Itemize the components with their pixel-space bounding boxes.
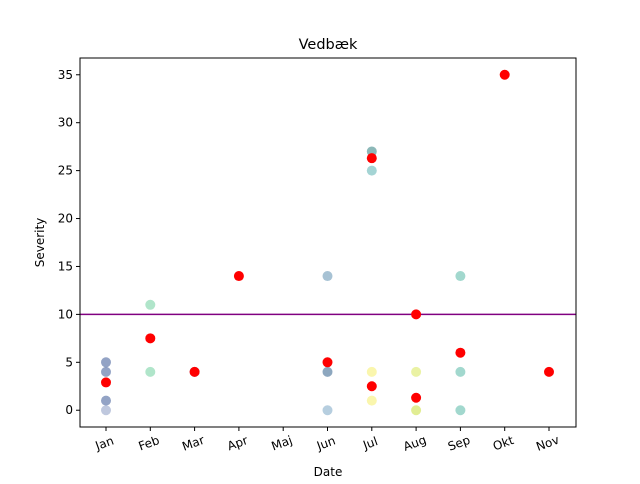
data-point <box>366 395 377 406</box>
x-tick-label: Mar <box>180 433 206 454</box>
y-tick-label: 20 <box>58 212 73 226</box>
data-point <box>322 366 333 377</box>
mean-point <box>544 366 554 377</box>
x-tick-label: Aug <box>401 433 428 454</box>
y-axis: 0 5 10 15 20 25 30 35 <box>58 68 80 417</box>
x-tick-label: Jan <box>93 433 116 453</box>
data-point <box>366 165 377 176</box>
y-tick-label: 25 <box>58 164 73 178</box>
x-tick-label: Apr <box>225 433 249 453</box>
x-tick-label: Okt <box>491 433 516 453</box>
data-point <box>455 271 466 282</box>
mean-point <box>366 381 377 392</box>
x-tick-label: Jul <box>360 434 379 452</box>
data-point <box>145 366 156 377</box>
data-point <box>366 366 377 377</box>
y-axis-label: Severity <box>33 218 47 268</box>
y-tick-label: 5 <box>65 355 73 369</box>
plot-area <box>80 69 576 416</box>
data-point <box>145 299 156 310</box>
y-tick-label: 30 <box>58 116 73 130</box>
chart-title: Vedbæk <box>299 37 358 53</box>
y-tick-label: 10 <box>58 307 73 321</box>
mean-point <box>189 366 200 377</box>
data-point <box>455 405 466 416</box>
y-tick-label: 0 <box>65 403 73 417</box>
mean-point <box>145 333 156 344</box>
data-point <box>101 395 111 406</box>
x-axis: Jan Feb Mar Apr Maj Jun Jul Aug Sep Okt Nov <box>93 427 561 454</box>
x-tick-label: Feb <box>137 433 162 453</box>
x-axis-label: Date <box>314 465 343 479</box>
y-tick-label: 35 <box>58 68 73 82</box>
data-point <box>411 405 422 416</box>
data-point <box>101 366 111 377</box>
mean-point <box>455 347 466 358</box>
x-tick-label: Sep <box>446 433 472 454</box>
mean-point <box>411 309 422 320</box>
x-tick-label: Jun <box>314 433 337 453</box>
mean-point <box>411 392 422 403</box>
mean-point <box>322 357 333 368</box>
data-point <box>411 366 422 377</box>
mean-point <box>366 153 377 164</box>
x-tick-label: Maj <box>270 433 295 453</box>
x-tick-label: Nov <box>534 433 561 454</box>
data-point <box>101 357 111 368</box>
mean-point <box>499 69 510 80</box>
data-point <box>322 271 333 282</box>
mean-point <box>233 271 244 282</box>
mean-point <box>101 377 111 388</box>
data-point <box>322 405 333 416</box>
data-point <box>101 405 111 416</box>
data-point <box>455 366 466 377</box>
y-tick-label: 15 <box>58 259 73 273</box>
